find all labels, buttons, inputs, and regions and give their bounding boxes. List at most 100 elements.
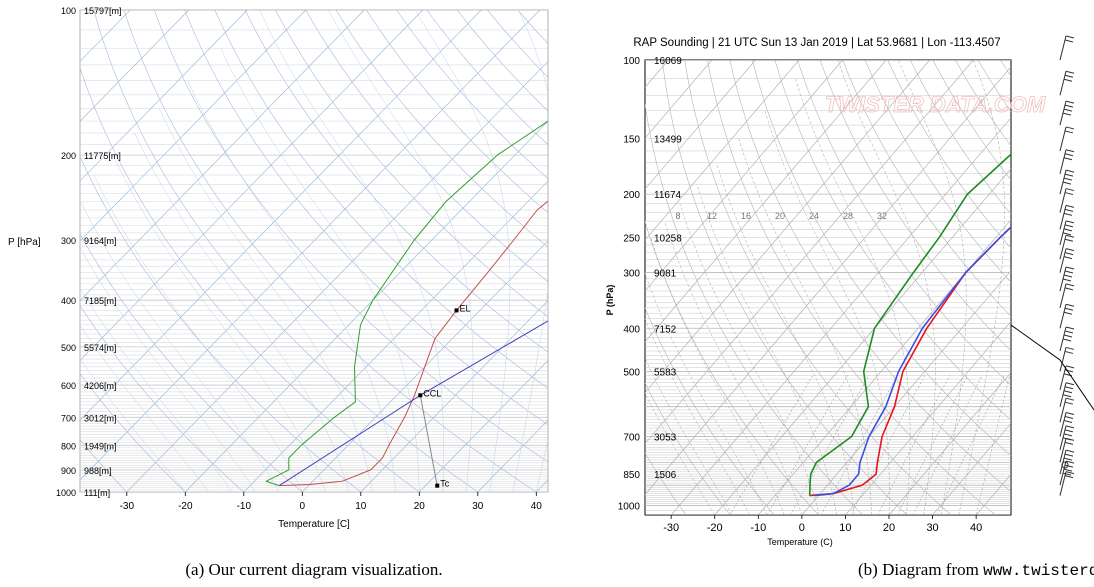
y-tick-height: 5583 <box>654 367 677 378</box>
dry-adiabat-line <box>645 220 819 515</box>
dry-adiabat-line <box>864 60 1011 283</box>
moist-adiabat-line <box>80 246 256 492</box>
series-dewpoint <box>265 120 548 487</box>
moist-adiabat-line <box>650 237 785 515</box>
y-tick-pressure: 500 <box>61 343 76 353</box>
wind-barb <box>1059 169 1075 195</box>
y-tick-height: 111[m] <box>84 488 110 498</box>
isotherm-line <box>645 60 756 190</box>
chart-b-ylabel: P (hPa) <box>605 285 615 316</box>
annotation-label: Tc <box>440 479 450 489</box>
x-tick-label: -10 <box>750 522 766 534</box>
y-tick-height: 15797[m] <box>84 6 122 16</box>
x-tick-label: 30 <box>472 501 484 512</box>
mixing-ratio-label: 12 <box>707 211 717 221</box>
wind-barb <box>1059 248 1075 273</box>
y-tick-height: 988[m] <box>84 466 112 476</box>
isotherm-line <box>645 60 843 292</box>
moist-adiabat-line <box>158 108 373 492</box>
moist-adiabat-line <box>738 138 872 515</box>
y-tick-pressure: 300 <box>61 236 76 246</box>
moist-adiabat-line <box>837 60 936 515</box>
x-tick-label: 30 <box>926 522 938 534</box>
y-tick-height: 11674 <box>654 190 682 201</box>
isotherm-line <box>645 60 887 343</box>
moist-adiabat-line <box>259 10 444 492</box>
dry-adiabat-line <box>335 10 548 248</box>
isotherm-line <box>0 10 13 492</box>
dry-adiabat-line <box>123 10 537 492</box>
dry-adiabat-line <box>887 60 1011 249</box>
moist-adiabat-line <box>112 154 326 492</box>
y-tick-height: 10258 <box>654 233 682 244</box>
dry-adiabat-line <box>1023 60 1094 515</box>
wind-barb <box>1059 460 1075 486</box>
moist-adiabat-line <box>958 60 1005 515</box>
y-tick-height: 13499 <box>654 134 682 145</box>
mixing-ratio-label: 8 <box>675 211 680 221</box>
mixing-ratio-line <box>850 375 926 515</box>
dry-adiabat-line <box>661 60 908 515</box>
x-tick-label: -10 <box>237 501 252 512</box>
wind-barb <box>1059 100 1075 126</box>
chart-b-caption: (b) Diagram from www.twisterdata.com . <box>858 560 1094 580</box>
mixing-ratio-label: 28 <box>843 211 853 221</box>
chart-b-y-axis: 100 16069 150 13499 200 11674 250 10258 300 9081 4… <box>618 56 682 513</box>
isotherm-line <box>80 10 306 242</box>
annotation-label: EL <box>460 303 471 313</box>
isotherm-line <box>645 66 1011 496</box>
wind-barb <box>1059 266 1075 292</box>
dry-adiabat-line <box>244 10 548 353</box>
moist-adiabat-line <box>134 132 350 492</box>
wind-barb <box>1059 382 1075 407</box>
isotherm-line <box>645 60 800 241</box>
chart-b-mixing-ratio-labels: 8 12 16 20 24 28 32 <box>675 211 887 221</box>
y-tick-pressure: 250 <box>623 233 640 244</box>
chart-b-watermark: TWISTER DATA.COM <box>825 92 1046 117</box>
chart-b-wind-barbs <box>1010 35 1094 496</box>
moist-adiabat-line <box>328 10 474 492</box>
dry-adiabat-line <box>305 10 548 283</box>
y-tick-pressure: 100 <box>61 6 76 16</box>
chart-a-grid <box>0 10 548 492</box>
chart-b-caption-prefix: (b) Diagram from <box>858 560 979 579</box>
moist-adiabat-line <box>536 438 548 492</box>
y-tick-pressure: 800 <box>61 441 76 451</box>
x-tick-label: 10 <box>839 522 851 534</box>
chart-b-grid <box>645 60 1094 515</box>
isotherm-line <box>714 168 1011 515</box>
dry-adiabat-line <box>0 10 68 492</box>
isotherm-line <box>80 10 423 361</box>
wind-barb <box>1059 412 1075 437</box>
moist-adiabat-line <box>975 368 1011 515</box>
dry-adiabat-line <box>684 60 952 515</box>
x-tick-label: -30 <box>663 522 679 534</box>
dry-adiabat-line <box>645 102 864 515</box>
moist-adiabat-line <box>645 272 768 515</box>
dry-adiabat-line <box>154 10 548 463</box>
y-tick-pressure: 300 <box>623 269 640 280</box>
series-ccl-to-tc <box>419 395 438 486</box>
wind-barb <box>1059 346 1075 372</box>
moist-adiabat-line <box>80 199 280 492</box>
moist-adiabat-line <box>645 393 715 515</box>
y-tick-height: 3053 <box>654 433 677 444</box>
chart-b: RAP Sounding | 21 UTC Sun 13 Jan 2019 | … <box>605 35 1094 580</box>
wind-barb <box>1059 204 1075 230</box>
dry-adiabat-line <box>366 10 548 214</box>
dry-adiabat-line <box>214 10 548 389</box>
x-tick-label: 40 <box>531 501 543 512</box>
dry-adiabat-line <box>80 233 303 492</box>
chart-b-x-axis: -30 -20 -10 0 10 20 30 40 <box>663 515 982 534</box>
x-tick-label: -30 <box>120 501 135 512</box>
chart-a-xlabel: Temperature [C] <box>278 519 350 530</box>
mixing-ratio-line <box>877 375 950 515</box>
y-tick-height: 7152 <box>654 324 677 335</box>
wind-barb <box>1059 188 1075 213</box>
mixing-ratio-label: 24 <box>809 211 819 221</box>
wind-barb <box>1059 471 1075 496</box>
dry-adiabat-line <box>797 60 1011 386</box>
moist-adiabat-line <box>645 357 733 515</box>
isotherm-line <box>80 10 540 481</box>
